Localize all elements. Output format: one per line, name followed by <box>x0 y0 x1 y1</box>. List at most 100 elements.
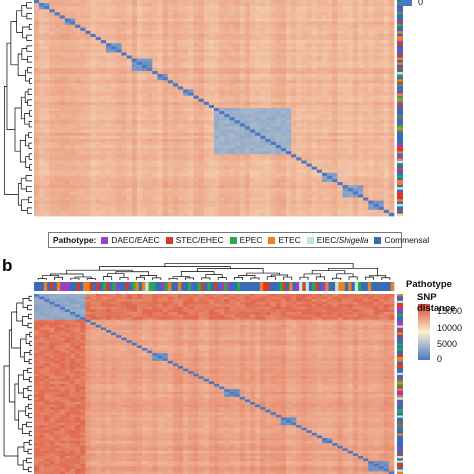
heatmap-cell <box>126 58 133 63</box>
heatmap-cell <box>75 194 81 198</box>
heatmap-cell <box>244 172 251 177</box>
heatmap-cell <box>373 92 379 97</box>
heatmap-cell <box>121 12 127 16</box>
heatmap-cell <box>363 178 369 183</box>
heatmap-cell <box>44 182 50 186</box>
heatmap-cell <box>59 191 66 195</box>
heatmap-cell <box>203 37 210 41</box>
heatmap-cell <box>183 58 189 63</box>
heatmap-cell <box>208 98 215 103</box>
heatmap-cell <box>255 123 261 127</box>
heatmap-cell <box>44 52 50 56</box>
heatmap-cell <box>229 200 235 205</box>
heatmap-cell <box>306 114 313 118</box>
heatmap-cell <box>54 135 61 140</box>
heatmap-cell <box>142 188 148 192</box>
heatmap-cell <box>270 46 277 50</box>
heatmap-cell <box>80 151 86 155</box>
heatmap-cell <box>363 185 369 189</box>
heatmap-cell <box>286 135 292 140</box>
heatmap-cell <box>311 148 318 152</box>
heatmap-cell <box>219 58 225 63</box>
heatmap-cell <box>327 129 333 134</box>
heatmap-cell <box>347 98 354 103</box>
heatmap-cell <box>198 209 205 214</box>
heatmap-cell <box>208 194 215 198</box>
heatmap-cell <box>111 67 117 72</box>
heatmap-cell <box>131 148 138 152</box>
heatmap-cell <box>219 132 225 137</box>
heatmap-cell <box>167 46 174 50</box>
heatmap-cell <box>178 15 184 19</box>
heatmap-cell <box>106 294 112 297</box>
heatmap-cell <box>373 129 379 134</box>
heatmap-cell <box>352 145 359 149</box>
heatmap-cell <box>352 24 359 29</box>
heatmap-cell <box>316 212 323 217</box>
heatmap-cell <box>373 132 379 137</box>
heatmap-cell <box>296 15 302 19</box>
heatmap-cell <box>188 0 194 4</box>
heatmap-cell <box>224 46 230 50</box>
heatmap-cell <box>332 294 338 297</box>
heatmap-cell <box>316 191 323 195</box>
heatmap-cell <box>203 182 210 186</box>
heatmap-cell <box>208 43 215 47</box>
heatmap-cell <box>64 114 71 118</box>
heatmap-cell <box>80 30 86 35</box>
heatmap-cell <box>316 30 323 35</box>
heatmap-cell <box>90 18 97 22</box>
heatmap-cell <box>147 172 153 177</box>
heatmap-cell <box>250 141 256 146</box>
heatmap-cell <box>388 52 395 56</box>
heatmap-cell <box>275 188 282 192</box>
heatmap-cell <box>44 132 50 137</box>
heatmap-cell <box>142 37 148 41</box>
heatmap-cell <box>147 89 153 93</box>
heatmap-cell <box>301 49 307 53</box>
heatmap-cell <box>111 37 117 41</box>
heatmap-cell <box>75 191 81 195</box>
heatmap-cell <box>316 123 323 127</box>
heatmap-cell <box>54 294 61 297</box>
heatmap-cell <box>157 9 163 13</box>
heatmap-cell <box>260 108 266 112</box>
heatmap-cell <box>39 12 45 16</box>
heatmap-cell <box>301 154 307 158</box>
heatmap-cell <box>85 182 91 186</box>
heatmap-cell <box>152 138 158 143</box>
heatmap-cell <box>157 209 163 214</box>
heatmap-cell <box>85 172 91 177</box>
heatmap-cell <box>286 154 292 158</box>
heatmap-cell <box>100 163 107 168</box>
heatmap-cell <box>352 157 359 161</box>
heatmap-cell <box>291 101 297 106</box>
heatmap-cell <box>255 197 261 201</box>
heatmap-cell <box>265 40 271 44</box>
heatmap-cell <box>131 46 138 50</box>
heatmap-cell <box>301 6 307 10</box>
heatmap-cell <box>322 114 328 118</box>
heatmap-cell <box>234 203 241 208</box>
heatmap-cell <box>59 74 66 78</box>
heatmap-cell <box>80 166 86 171</box>
heatmap-cell <box>316 154 323 158</box>
heatmap-cell <box>162 61 169 66</box>
heatmap-cell <box>296 294 302 297</box>
heatmap-cell <box>260 191 266 195</box>
heatmap-cell <box>70 120 76 124</box>
heatmap-cell <box>80 157 86 161</box>
heatmap-cell <box>116 95 122 100</box>
heatmap-cell <box>214 200 220 205</box>
heatmap-cell <box>301 92 307 97</box>
heatmap-cell <box>280 92 287 97</box>
heatmap-cell <box>388 163 395 168</box>
heatmap-cell <box>260 123 266 127</box>
heatmap-cell <box>265 141 271 146</box>
heatmap-cell <box>116 191 122 195</box>
heatmap-cell <box>178 18 184 22</box>
heatmap-cell <box>80 89 86 93</box>
heatmap-cell <box>70 6 76 10</box>
heatmap-cell <box>388 0 395 4</box>
heatmap-cell <box>270 175 277 180</box>
